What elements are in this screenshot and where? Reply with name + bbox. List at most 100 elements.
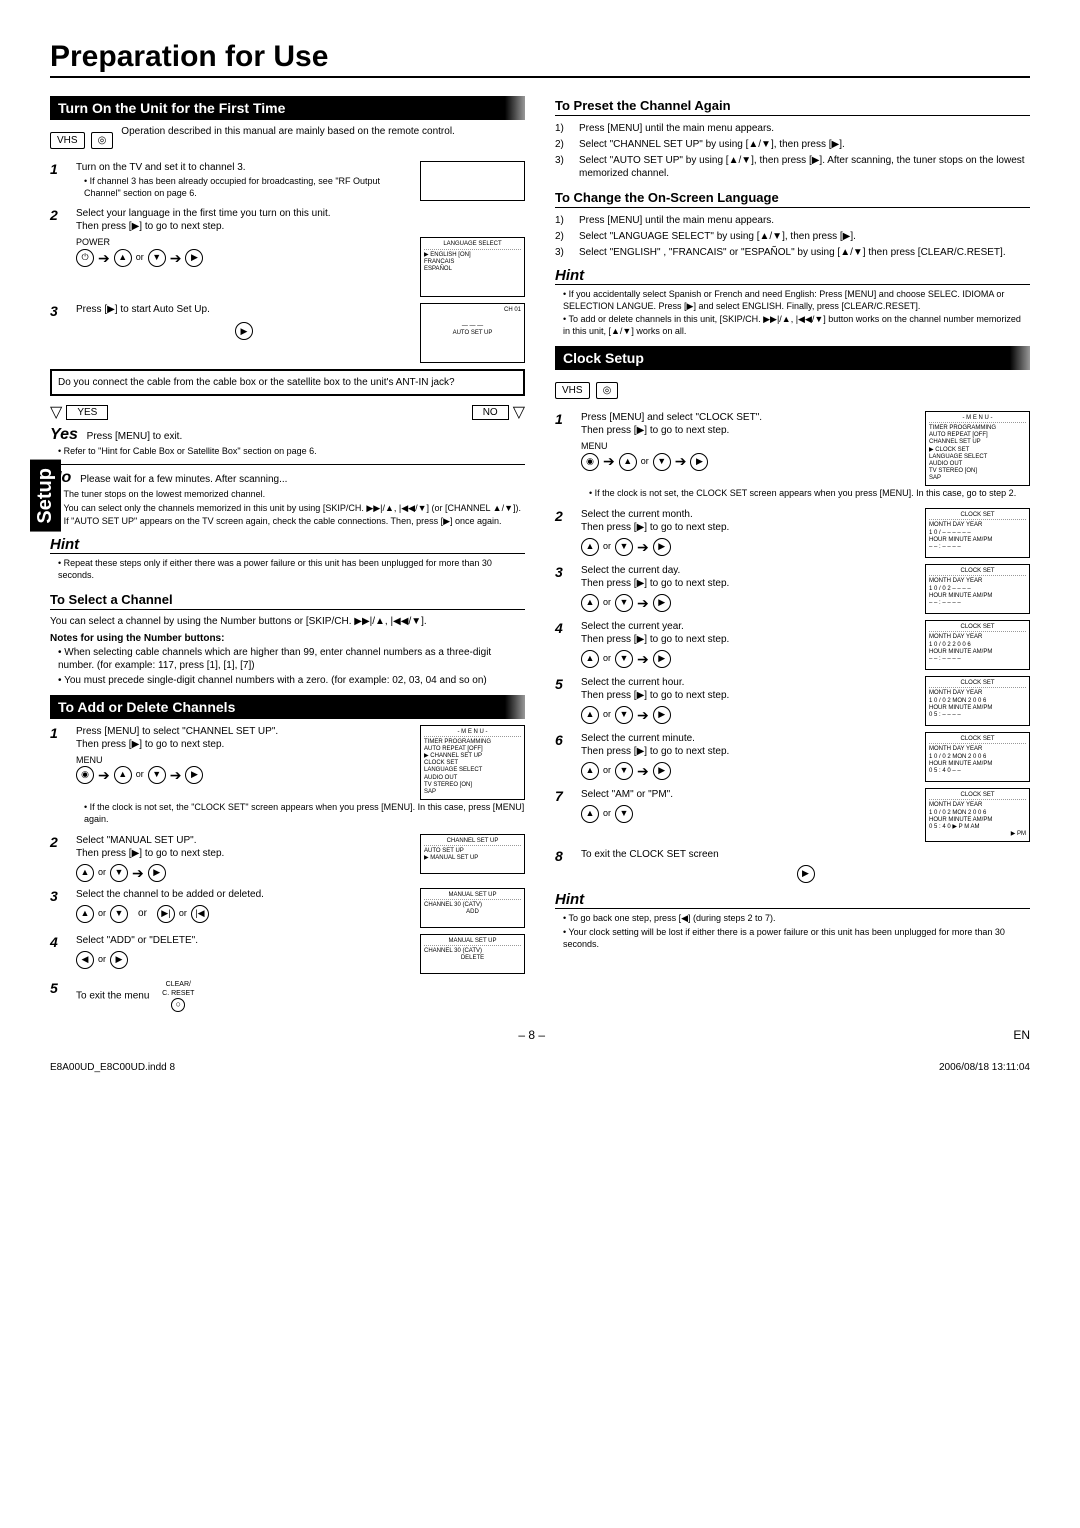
arrow-icon: ➔	[132, 864, 144, 882]
clock-step-next: Then press [▶] to go to next step.	[581, 633, 917, 646]
play-icon: ▶	[235, 322, 253, 340]
footer-left: E8A00UD_E8C00UD.indd 8	[50, 1062, 175, 1073]
play-icon: ▶	[797, 865, 815, 883]
up-icon: ▲	[619, 453, 637, 471]
operation-note: Operation described in this manual are m…	[121, 126, 525, 137]
yes-bullet: Refer to "Hint for Cable Box or Satellit…	[58, 446, 525, 458]
play-icon: ▶	[185, 766, 203, 784]
arrow-icon: ➔	[637, 594, 649, 612]
tv-screen-blank	[420, 161, 525, 201]
list-text: Press [MENU] until the main menu appears…	[579, 122, 774, 135]
two-column-layout: Turn On the Unit for the First Time VHS …	[50, 88, 1030, 1018]
subheading-language: To Change the On-Screen Language	[555, 190, 1030, 208]
add-step2b: Then press [▶] to go to next step.	[76, 847, 412, 860]
step-number: 3	[50, 303, 66, 319]
step-number: 4	[555, 620, 571, 636]
clock-set-screen: CLOCK SET MONTH DAY YEAR 1 0 / – – – – –…	[925, 508, 1030, 558]
clock-step-text: Select the current hour.	[581, 676, 917, 689]
arrow-icon: ➔	[675, 452, 687, 470]
clock-set-screen: CLOCK SET MONTH DAY YEAR 1 0 / 0 2 MON 2…	[925, 788, 1030, 842]
clock-step-next: Then press [▶] to go to next step.	[581, 577, 917, 590]
list-text: Select "ENGLISH" , "FRANCAIS" or "ESPAÑO…	[579, 246, 1006, 259]
yes-box: YES	[66, 405, 108, 420]
step-number: 2	[50, 834, 66, 850]
list-text: Select "AUTO SET UP" by using [▲/▼], the…	[579, 154, 1030, 180]
vhs-icon: VHS	[555, 382, 590, 399]
question-box: Do you connect the cable from the cable …	[50, 369, 525, 396]
up-icon: ▲	[581, 805, 599, 823]
manual-setup-delete-screen: MANUAL SET UP CHANNEL 30 (CATV) DELETE	[420, 934, 525, 974]
clear-reset-label: CLEAR/C. RESET○	[162, 980, 194, 1012]
step-number: 1	[50, 161, 66, 177]
clock-step-text: Select "AM" or "PM".	[581, 788, 917, 801]
hint-bullet: Your clock setting will be lost if eithe…	[563, 927, 1030, 950]
down-icon: ▼	[615, 706, 633, 724]
down-icon: ▼	[148, 766, 166, 784]
down-arrow-icon: ▽	[513, 402, 525, 422]
up-icon: ▲	[581, 706, 599, 724]
list-text: Select "LANGUAGE SELECT" by using [▲/▼],…	[579, 230, 856, 243]
up-icon: ▲	[581, 538, 599, 556]
clock-set-screen: CLOCK SET MONTH DAY YEAR 1 0 / 0 2 MON 2…	[925, 732, 1030, 782]
step-number: 5	[555, 676, 571, 692]
add-step1b: Then press [▶] to go to next step.	[76, 738, 412, 751]
clock-step1b: Then press [▶] to go to next step.	[581, 424, 917, 437]
add-step4: Select "ADD" or "DELETE".	[76, 934, 412, 947]
up-icon: ▲	[76, 864, 94, 882]
clock-step-text: Select the current month.	[581, 508, 917, 521]
menu-screen: - M E N U - TIMER PROGRAMMING AUTO REPEA…	[420, 725, 525, 801]
clock-set-screen: CLOCK SET MONTH DAY YEAR 1 0 / 0 2 – – –…	[925, 564, 1030, 614]
play-icon: ▶	[148, 864, 166, 882]
step-number: 7	[555, 788, 571, 804]
hint-heading: Hint	[555, 267, 1030, 285]
play-icon: ▶	[653, 650, 671, 668]
step2b-text: Then press [▶] to go to next step.	[76, 220, 525, 233]
ff-icon: ▶|	[157, 905, 175, 923]
play-icon: ▶	[653, 706, 671, 724]
select-channel-text: You can select a channel by using the Nu…	[50, 616, 525, 627]
hint-bullet: If you accidentally select Spanish or Fr…	[563, 289, 1030, 312]
list-text: Press [MENU] until the main menu appears…	[579, 214, 774, 227]
hint-heading: Hint	[50, 536, 525, 554]
up-icon: ▲	[76, 905, 94, 923]
arrow-icon: ➔	[603, 452, 615, 470]
play-icon: ▶	[185, 249, 203, 267]
page-title: Preparation for Use	[50, 40, 1030, 78]
step-number: 4	[50, 934, 66, 950]
add-step3: Select the channel to be added or delete…	[76, 888, 412, 901]
down-icon: ▼	[653, 453, 671, 471]
down-icon: ▼	[110, 905, 128, 923]
step-number: 2	[555, 508, 571, 524]
list-text: Select "CHANNEL SET UP" by using [▲/▼], …	[579, 138, 845, 151]
clock-step1: Press [MENU] and select "CLOCK SET".	[581, 411, 917, 424]
step-number: 2	[50, 207, 66, 223]
down-icon: ▼	[615, 594, 633, 612]
auto-setup-screen: CH 01 — — — AUTO SET UP	[420, 303, 525, 363]
notes-bullet: When selecting cable channels which are …	[58, 646, 525, 672]
down-icon: ▼	[615, 538, 633, 556]
no-bullet: If "AUTO SET UP" appears on the TV scree…	[58, 516, 525, 528]
up-icon: ▲	[581, 762, 599, 780]
up-icon: ▲	[114, 249, 132, 267]
clock-step-next: Then press [▶] to go to next step.	[581, 745, 917, 758]
clock-step-text: Select the current year.	[581, 620, 917, 633]
arrow-icon: ➔	[637, 706, 649, 724]
hint-heading: Hint	[555, 891, 1030, 909]
lang-code: EN	[1013, 1028, 1030, 1042]
list-num: 2)	[555, 230, 573, 243]
arrow-icon: ➔	[98, 249, 110, 267]
right-icon: ▶	[110, 951, 128, 969]
menu-icon: ◉	[76, 766, 94, 784]
play-icon: ▶	[690, 453, 708, 471]
step-number: 8	[555, 848, 571, 864]
subheading-select-channel: To Select a Channel	[50, 592, 525, 610]
clock-step-next: Then press [▶] to go to next step.	[581, 521, 917, 534]
subheading-preset: To Preset the Channel Again	[555, 98, 1030, 116]
arrow-icon: ➔	[637, 762, 649, 780]
language-select-screen: LANGUAGE SELECT ▶ ENGLISH [ON] FRANCAIS …	[420, 237, 525, 297]
play-icon: ▶	[653, 538, 671, 556]
hint-bullet: To add or delete channels in this unit, …	[563, 314, 1030, 337]
add-step1-note: If the clock is not set, the "CLOCK SET"…	[84, 802, 525, 825]
notes-heading: Notes for using the Number buttons:	[50, 633, 525, 644]
vhs-icon: VHS	[50, 132, 85, 149]
